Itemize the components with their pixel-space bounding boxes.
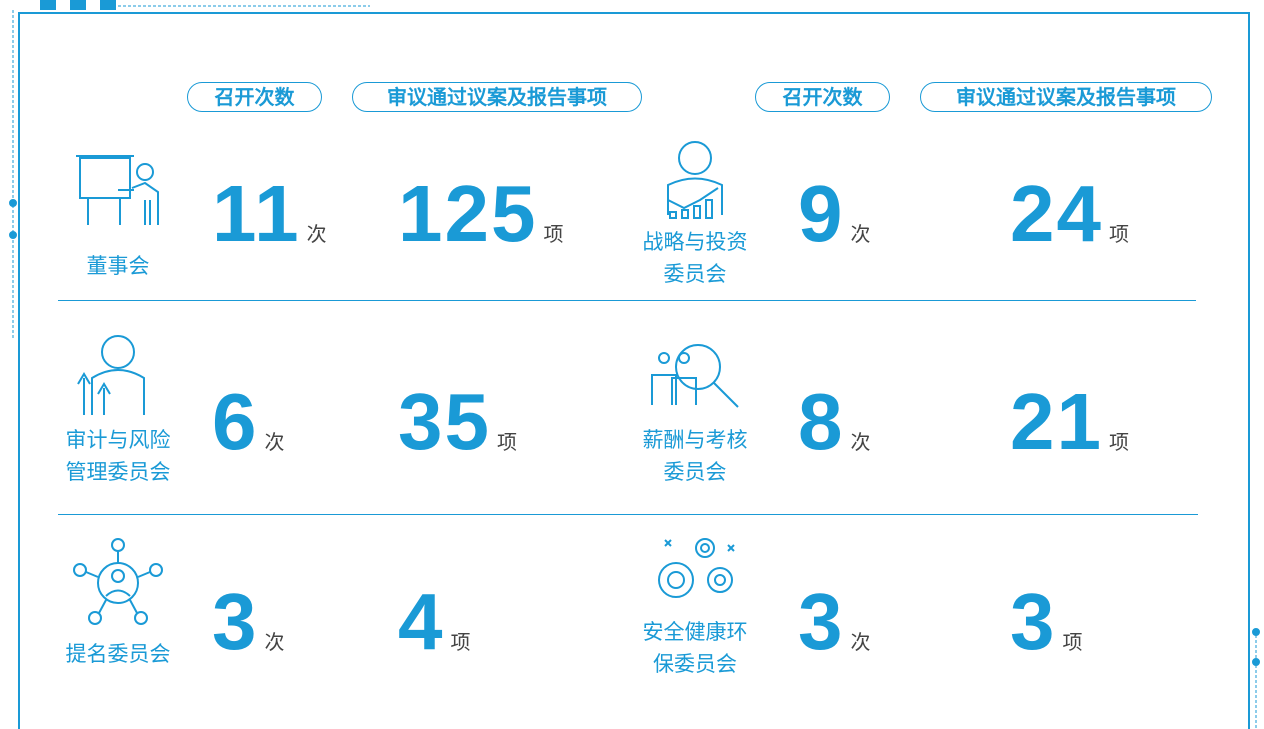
- items-count: 24 项: [1010, 168, 1129, 260]
- committee-name: 战略与投资 委员会: [615, 226, 775, 290]
- count-unit: 项: [1108, 430, 1129, 454]
- name-line: 保委员会: [653, 652, 737, 676]
- name-line: 战略与投资: [642, 230, 748, 254]
- count-unit: 项: [450, 630, 471, 654]
- count-value: 11: [212, 169, 301, 258]
- count-value: 9: [798, 169, 845, 258]
- committee-name: 提名委员会: [38, 638, 198, 670]
- committee-name: 安全健康环 保委员会: [615, 616, 775, 680]
- count-value: 8: [798, 377, 845, 466]
- meetings-count: 11 次: [212, 168, 327, 260]
- count-unit: 次: [264, 430, 285, 454]
- committee-name: 董事会: [38, 250, 198, 282]
- count-unit: 项: [1062, 630, 1083, 654]
- count-unit: 项: [496, 430, 517, 454]
- name-line: 安全健康环: [642, 620, 748, 644]
- count-unit: 项: [1108, 222, 1129, 246]
- name-line: 委员会: [663, 460, 727, 484]
- count-unit: 次: [264, 630, 285, 654]
- name-line: 委员会: [663, 262, 727, 286]
- name-line: 薪酬与考核: [642, 428, 748, 452]
- divider: [58, 300, 1196, 301]
- name-line: 董事会: [86, 254, 150, 278]
- count-value: 35: [398, 377, 491, 466]
- count-unit: 次: [306, 222, 327, 246]
- count-value: 6: [212, 377, 259, 466]
- frame: [18, 12, 1250, 729]
- header-meetings: 召开次数: [755, 82, 890, 112]
- count-value: 24: [1010, 169, 1103, 258]
- items-count: 21 项: [1010, 376, 1129, 468]
- header-meetings: 召开次数: [187, 82, 322, 112]
- name-line: 审计与风险: [65, 428, 171, 452]
- items-count: 35 项: [398, 376, 517, 468]
- count-unit: 项: [543, 222, 564, 246]
- items-count: 125 项: [398, 168, 563, 260]
- count-value: 125: [398, 169, 538, 258]
- divider: [58, 514, 1198, 515]
- count-unit: 次: [850, 430, 871, 454]
- header-items: 审议通过议案及报告事项: [920, 82, 1212, 112]
- header-items: 审议通过议案及报告事项: [352, 82, 642, 112]
- committee-name: 审计与风险管理委员会: [38, 424, 198, 488]
- count-unit: 次: [850, 630, 871, 654]
- name-line: 管理委员会: [65, 460, 171, 484]
- committee-name: 薪酬与考核 委员会: [615, 424, 775, 488]
- name-line: 提名委员会: [65, 642, 171, 666]
- count-value: 3: [212, 577, 259, 666]
- count-value: 4: [398, 577, 445, 666]
- count-unit: 次: [850, 222, 871, 246]
- count-value: 3: [798, 577, 845, 666]
- count-value: 21: [1010, 377, 1103, 466]
- count-value: 3: [1010, 577, 1057, 666]
